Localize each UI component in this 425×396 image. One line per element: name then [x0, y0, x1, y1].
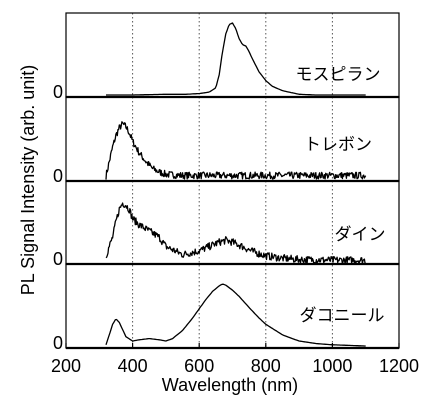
panel-frame-3	[65, 180, 400, 265]
x-tick-label-800: 800	[251, 356, 281, 376]
panel-frames	[65, 12, 400, 350]
x-tick-label-1000: 1000	[312, 356, 352, 376]
series-label-1: モスピラン	[296, 65, 381, 85]
series-label-4: ダコニール	[300, 306, 385, 326]
spectrum-line-2	[105, 121, 367, 180]
spectrum-line-4	[105, 283, 366, 347]
spectrum-line-3	[105, 202, 366, 265]
zero-label-2: 0	[53, 166, 63, 186]
zero-label-1: 0	[53, 82, 63, 102]
zero-label-3: 0	[53, 249, 63, 269]
zero-label-4: 0	[53, 333, 63, 353]
series-label-3: ダイン	[335, 225, 386, 245]
x-tick-label-400: 400	[118, 356, 148, 376]
x-axis-title: Wavelength (nm)	[162, 375, 298, 395]
spectrum-line-1	[106, 22, 366, 96]
panel-labels: 0 モスピラン 0 トレボン 0 ダイン 0 ダコニール	[53, 65, 386, 353]
spectra-curves	[105, 22, 367, 347]
x-tick-label-200: 200	[51, 356, 81, 376]
x-tick-label-1200: 1200	[379, 356, 419, 376]
y-axis-title: PL Signal Intensity (arb. unit)	[18, 65, 38, 295]
series-label-2: トレボン	[304, 135, 372, 155]
x-tick-label-600: 600	[184, 356, 214, 376]
x-axis-ticks: 200 400 600 800 1000 1200	[51, 343, 419, 376]
